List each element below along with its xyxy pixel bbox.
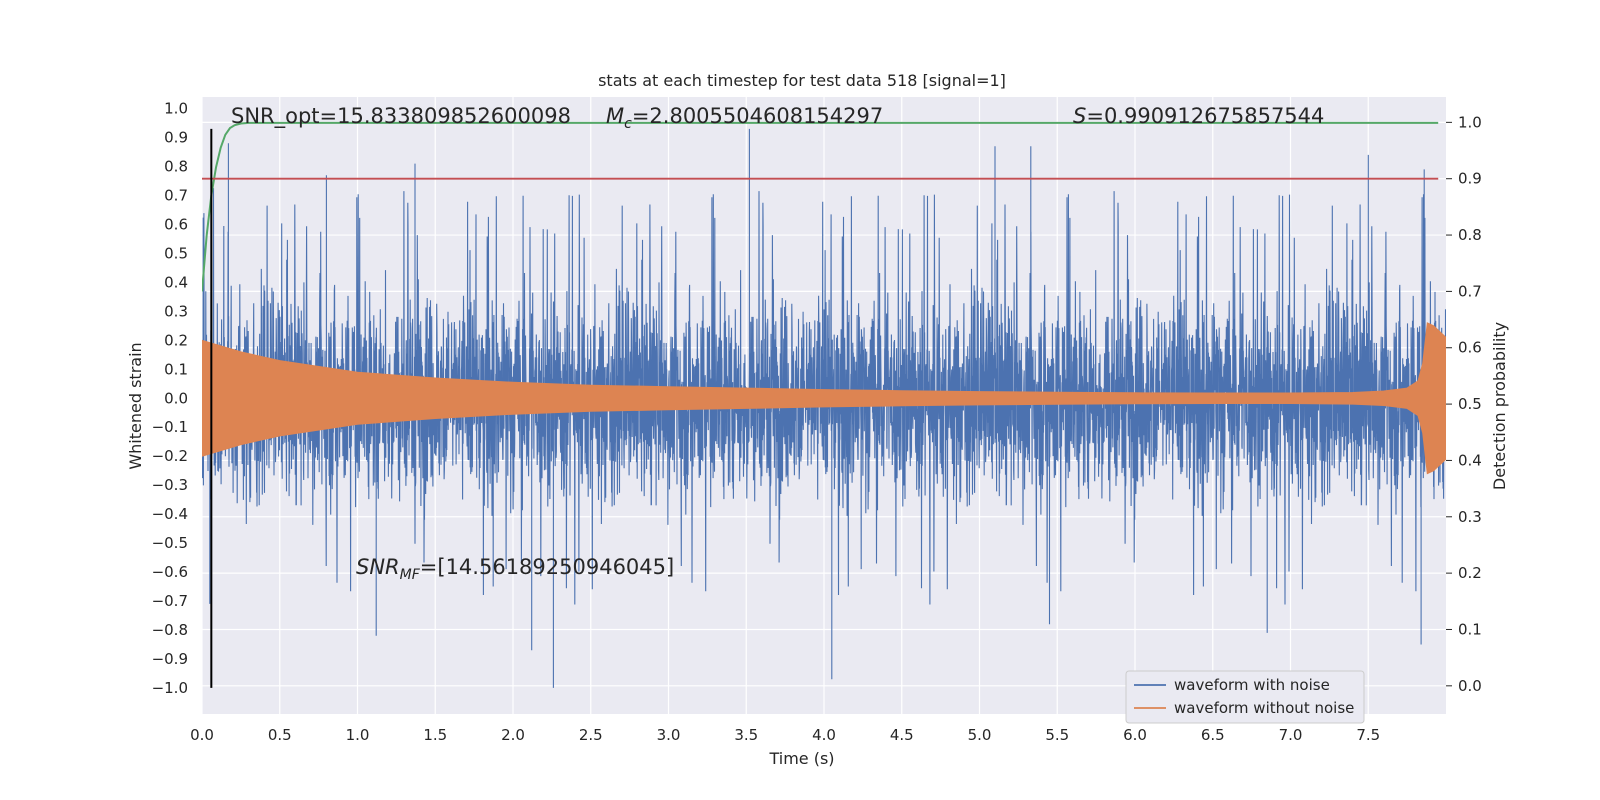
x-tick-label: 2.5 xyxy=(579,726,603,744)
x-tick-label: 6.5 xyxy=(1201,726,1225,744)
y-tick-label: 0.2 xyxy=(164,331,188,349)
x-tick-label: 0.5 xyxy=(268,726,292,744)
y-tick-label: −0.9 xyxy=(152,650,188,668)
y-tick-label: −0.4 xyxy=(152,505,188,523)
annotation-chirp-mass: Mc=2.8005504608154297 xyxy=(606,104,883,132)
y-tick-label: −0.8 xyxy=(152,621,188,639)
legend: waveform with noise waveform without noi… xyxy=(1125,670,1365,724)
y-tick-label: −0.3 xyxy=(152,476,188,494)
y-tick-label: −0.2 xyxy=(152,447,188,465)
y2-tick-label: 0.4 xyxy=(1458,451,1482,469)
x-tick-label: 3.0 xyxy=(657,726,681,744)
y-tick-label: 0.1 xyxy=(164,360,188,378)
y2-tick-label: 0.3 xyxy=(1458,508,1482,526)
y2-tick-label: 0.0 xyxy=(1458,677,1482,695)
y-tick-label: 1.0 xyxy=(164,100,188,118)
x-tick-label: 1.0 xyxy=(346,726,370,744)
y2-tick-label: 0.9 xyxy=(1458,170,1482,188)
y-tick-label: −0.1 xyxy=(152,418,188,436)
y2-axis-ticks: 0.0 0.1 0.2 0.3 0.4 0.5 0.6 0.7 0.8 0.9 1.0 xyxy=(1446,113,1482,695)
x-tick-label: 2.0 xyxy=(501,726,525,744)
y-tick-label: −0.6 xyxy=(152,563,188,581)
chart-title: stats at each timestep for test data 518… xyxy=(598,71,1006,90)
y2-tick-label: 0.7 xyxy=(1458,282,1482,300)
y-axis-ticks: −1.0 −0.9 −0.8 −0.7 −0.6 −0.5 −0.4 −0.3 −0.2 −0.1… xyxy=(152,100,188,697)
y-tick-label: 0.6 xyxy=(164,215,188,233)
y2-tick-label: 0.2 xyxy=(1458,564,1482,582)
y2-tick-label: 0.5 xyxy=(1458,395,1482,413)
x-tick-label: 6.0 xyxy=(1123,726,1147,744)
x-tick-label: 3.5 xyxy=(734,726,758,744)
y-tick-label: 0.8 xyxy=(164,158,188,176)
annotation-snr-mf: SNRMF=[14.56189250946045] xyxy=(356,555,674,583)
y-tick-label: 0.9 xyxy=(164,129,188,147)
x-tick-label: 7.5 xyxy=(1356,726,1380,744)
x-tick-label: 7.0 xyxy=(1279,726,1303,744)
y-tick-label: −1.0 xyxy=(152,679,188,697)
x-tick-label: 5.0 xyxy=(968,726,992,744)
y-tick-label: −0.7 xyxy=(152,592,188,610)
x-tick-label: 0.0 xyxy=(190,726,214,744)
x-axis-label: Time (s) xyxy=(768,749,834,768)
y2-tick-label: 0.6 xyxy=(1458,339,1482,357)
y-tick-label: 0.7 xyxy=(164,186,188,204)
y-tick-label: 0.3 xyxy=(164,302,188,320)
annotation-s: S=0.990912675857544 xyxy=(1073,104,1324,128)
annotation-snr-opt: SNR_opt=15.833809852600098 xyxy=(231,104,571,129)
y2-axis-label: Detection probability xyxy=(1490,322,1509,490)
x-axis-ticks: 0.0 0.5 1.0 1.5 2.0 2.5 3.0 3.5 4.0 4.5 5.0 5.5 6.0 6… xyxy=(190,726,1380,744)
legend-box xyxy=(1125,670,1365,724)
y-axis-label: Whitened strain xyxy=(126,342,145,469)
plot-marks xyxy=(202,121,1446,688)
y2-tick-label: 1.0 xyxy=(1458,113,1482,131)
x-tick-label: 5.5 xyxy=(1045,726,1069,744)
series-waveform-with-noise xyxy=(202,128,1446,688)
legend-label-noise: waveform with noise xyxy=(1174,676,1330,694)
y-tick-label: 0.0 xyxy=(164,389,188,407)
x-tick-label: 1.5 xyxy=(423,726,447,744)
y2-tick-label: 0.1 xyxy=(1458,620,1482,638)
legend-label-clean: waveform without noise xyxy=(1174,699,1354,717)
y2-tick-label: 0.8 xyxy=(1458,226,1482,244)
y-tick-label: −0.5 xyxy=(152,534,188,552)
x-tick-label: 4.0 xyxy=(812,726,836,744)
series-waveform-without-noise xyxy=(202,322,1446,475)
x-tick-label: 4.5 xyxy=(890,726,914,744)
y-tick-label: 0.4 xyxy=(164,273,188,291)
y-tick-label: 0.5 xyxy=(164,244,188,262)
